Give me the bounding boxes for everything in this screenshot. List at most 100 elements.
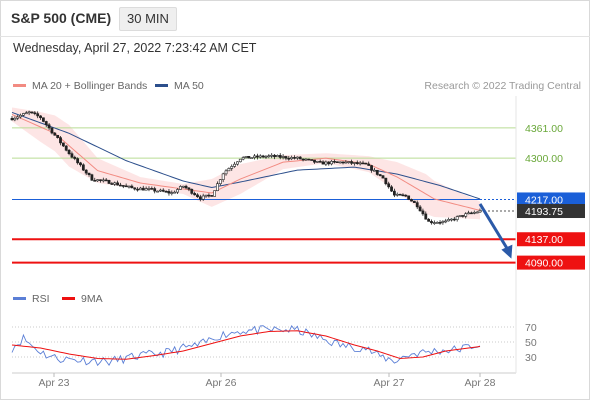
candle-body [295,156,299,159]
candle-body [421,210,425,215]
legend-9ma-label: 9MA [81,293,103,305]
candle-body [427,218,431,222]
candle-body [470,212,473,215]
level-label-0: 4361.00 [525,123,563,135]
candle-body [256,155,259,158]
candle-body [47,124,51,129]
candle-body [327,161,331,165]
candle-body [247,155,251,159]
candle-body [164,191,168,193]
candle-body [173,191,177,194]
candle-body [170,192,174,194]
candle-body [270,154,274,157]
timeframe-button[interactable]: 30 MIN [119,7,177,31]
candle-body [13,117,17,121]
candle-body [338,161,342,164]
timestamp: Wednesday, April 27, 2022 7:23:42 AM CET [13,41,257,55]
candle-body [241,157,245,160]
candle-body [196,194,199,198]
candles-group [10,110,482,225]
ma20-swatch [13,83,26,87]
candle-body [261,155,265,158]
candle-body [435,222,439,224]
candle-body [370,165,373,171]
candle-body [158,189,162,192]
candle-body [444,220,448,223]
candle-body [384,177,388,185]
candle-body [233,163,236,167]
candle-body [455,216,459,220]
x-tick-label: Apr 26 [206,377,237,389]
candle-body [198,196,202,200]
level-tag-4 [517,232,585,247]
candle-body [310,159,314,161]
candle-body [201,195,205,200]
candle-body [70,153,74,158]
candle-body [364,162,368,165]
candle-body [441,221,445,223]
x-tick-label: Apr 23 [39,377,70,389]
candle-body [107,180,111,184]
candle-body [307,158,311,161]
candle-body [44,121,48,126]
candle-body [59,137,62,144]
candle-body [395,193,399,196]
candle-body [216,183,219,191]
candle-body [73,156,77,159]
candle-body [53,132,57,136]
candle-body [301,158,305,161]
candle-body [193,193,197,196]
x-tick-label: Apr 27 [374,377,405,389]
candle-body [333,160,336,163]
candle-body [398,193,402,196]
candle-body [284,156,288,159]
candle-body [181,185,185,188]
candle-body [461,215,465,217]
candle-body [450,218,453,221]
candle-body [153,188,157,192]
candle-body [64,145,68,151]
level-label-5: 4090.00 [525,258,563,270]
candle-body [104,179,108,182]
candle-body [341,161,345,164]
candle-body [253,155,256,158]
level-tag-2 [517,192,585,207]
candle-body [401,194,405,197]
candle-body [133,187,137,190]
level-label-1: 4300.00 [525,153,563,165]
candle-body [236,161,239,165]
legend-ma20-label: MA 20 + Bollinger Bands [32,80,148,92]
candle-body [144,188,148,191]
candle-body [407,195,411,200]
candle-body [36,113,40,117]
candle-body [119,184,122,187]
candle-body [381,175,385,179]
candle-body [358,162,362,165]
legend-ma20: MA 20 + Bollinger Bands [13,80,147,92]
candle-body [56,134,60,138]
candle-body [313,159,316,163]
rsi-tick-30: 30 [525,352,537,364]
candle-body [244,155,248,158]
candle-body [347,161,351,163]
candle-body [264,156,268,158]
level-tag-5 [517,255,585,270]
candle-body [207,194,211,197]
candle-body [293,157,296,159]
candle-body [90,174,94,181]
ma50-swatch [155,83,168,87]
candle-body [375,169,379,175]
candle-body [178,186,182,190]
candle-body [410,199,413,202]
candle-body [475,211,479,214]
rsi-tick-50: 50 [525,337,537,349]
level-label-2: 4217.00 [525,194,563,206]
candle-body [438,222,442,224]
forecast-arrow-head [501,244,513,259]
candle-body [139,187,142,191]
candle-body [404,194,408,197]
candle-body [304,158,308,161]
candle-body [430,221,433,224]
candle-body [324,161,328,165]
candle-body [353,162,356,164]
